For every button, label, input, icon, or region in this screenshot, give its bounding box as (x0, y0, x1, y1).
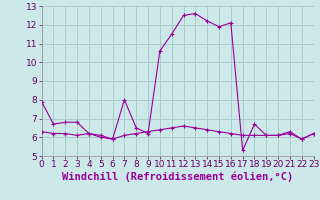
X-axis label: Windchill (Refroidissement éolien,°C): Windchill (Refroidissement éolien,°C) (62, 172, 293, 182)
